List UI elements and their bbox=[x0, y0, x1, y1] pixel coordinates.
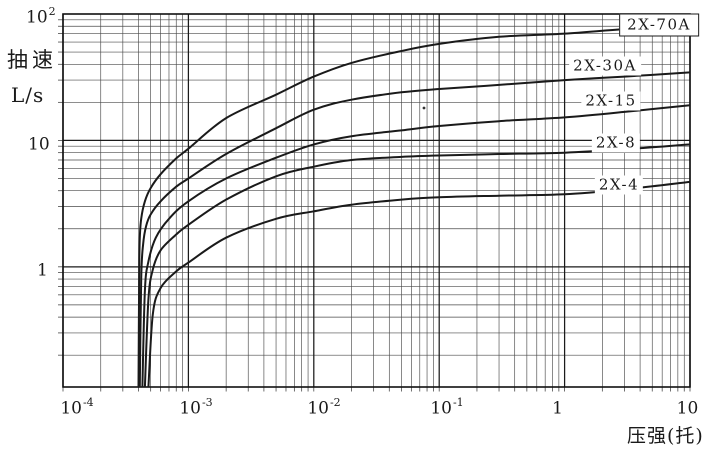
curve-2x-4 bbox=[147, 180, 690, 387]
series-label-2x-4: 2X-4 bbox=[594, 175, 644, 195]
y-axis-unit: L/s bbox=[11, 83, 45, 107]
curve-2x-8 bbox=[143, 143, 690, 387]
curve-2x-15 bbox=[141, 104, 690, 387]
series-label-2x-70a: 2X-70A bbox=[619, 13, 699, 37]
series-label-2x-30a: 2X-30A bbox=[569, 56, 641, 76]
x-tick-1e-3: 10-3 bbox=[179, 396, 213, 419]
x-tick-10: 10 bbox=[676, 398, 699, 419]
x-axis-title: 压强(托) bbox=[627, 425, 704, 447]
x-tick-1e-2: 10-2 bbox=[307, 396, 341, 419]
curve-2x-30a bbox=[138, 71, 690, 387]
x-tick-1e-1: 10-1 bbox=[430, 396, 464, 419]
scan-speckle bbox=[422, 106, 426, 110]
x-tick-1: 1 bbox=[552, 398, 563, 419]
y-tick-100: 102 bbox=[26, 5, 56, 28]
pump-speed-curves bbox=[137, 23, 690, 387]
plot-border bbox=[62, 13, 691, 388]
series-label-2x-15: 2X-15 bbox=[581, 91, 641, 111]
axis-tick-stubs bbox=[58, 19, 691, 392]
x-tick-1e-4: 10-4 bbox=[60, 396, 94, 419]
y-axis-title: 抽速 bbox=[7, 48, 57, 72]
series-label-2x-8: 2X-8 bbox=[591, 133, 641, 153]
grid-minor-lines bbox=[63, 14, 690, 387]
curve-2x-70a bbox=[137, 23, 690, 387]
y-tick-10: 10 bbox=[28, 134, 50, 155]
y-tick-1: 1 bbox=[37, 260, 48, 281]
